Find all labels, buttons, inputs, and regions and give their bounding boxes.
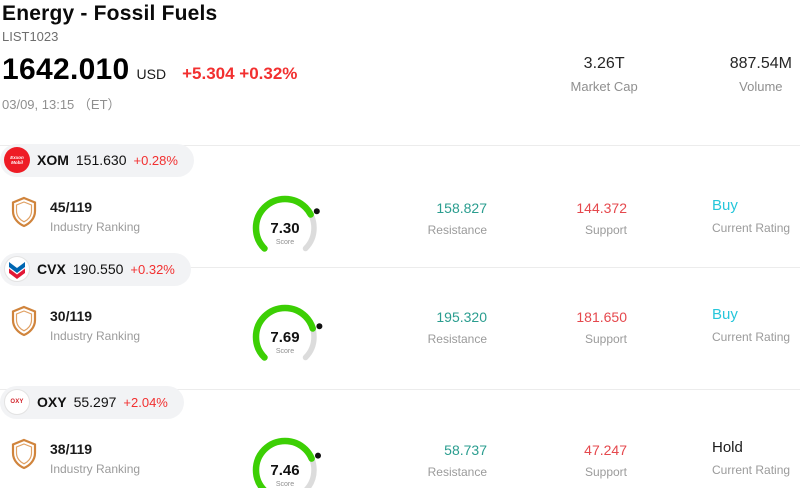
score-label: Score — [275, 348, 295, 355]
rating-block: Buy Current Rating — [712, 301, 790, 344]
support-value: 47.247 — [584, 441, 627, 458]
ranking-value: 38/119 — [50, 440, 93, 457]
market-cap-label: Market Cap — [570, 79, 638, 94]
header: Energy - Fossil Fuels LIST1023 1642.010 … — [0, 0, 800, 145]
ranking-value: 30/119 — [50, 308, 93, 324]
stock-detail-row: 38/119 Industry Ranking 7.46 Score 58.73… — [0, 434, 800, 488]
quote-datetime: 03/09, 13:15 （ET） — [2, 97, 121, 112]
rating-value: Hold — [712, 438, 743, 456]
shield-badge-icon — [11, 438, 37, 469]
ranking-value: 45/119 — [50, 198, 93, 215]
score-gauge: 7.46 Score — [230, 434, 340, 488]
resistance-block: 195.320 Resistance — [340, 301, 487, 346]
ticker-price: 55.297 — [73, 394, 117, 410]
ticker-change: +0.32% — [130, 261, 175, 277]
exxon-mobil-logo-icon: Exxon Mobil — [4, 147, 30, 174]
market-cap-value: 3.26T — [583, 55, 625, 72]
resistance-block: 158.827 Resistance — [340, 192, 487, 237]
shield-badge-icon — [11, 305, 37, 337]
ticker-symbol: OXY — [37, 394, 67, 410]
resistance-block: 58.737 Resistance — [340, 434, 487, 479]
resistance-label: Resistance — [427, 464, 487, 479]
ticker-change: +0.28% — [133, 152, 178, 168]
score-label: Score — [275, 238, 295, 246]
rating-block: Buy Current Rating — [712, 192, 790, 235]
industry-ranking-block: 30/119 Industry Ranking — [10, 301, 230, 343]
index-price: 1642.010 — [2, 53, 130, 86]
ranking-label: Industry Ranking — [50, 329, 141, 343]
support-value: 144.372 — [576, 199, 627, 216]
ranking-label: Industry Ranking — [50, 219, 141, 234]
ticker-price: 190.550 — [72, 261, 124, 277]
ticker-symbol: XOM — [37, 152, 69, 169]
currency-label: USD — [136, 66, 167, 82]
stock-row-cvx: CVX 190.550 +0.32% 30/119 Industry Ranki… — [0, 252, 800, 389]
stock-detail-row: 30/119 Industry Ranking 7.69 Score 195.3… — [0, 301, 800, 365]
stock-chip-xom[interactable]: Exxon Mobil XOM 151.630 +0.28% — [0, 143, 194, 177]
oxy-logo-text: OXY — [10, 399, 24, 405]
rating-value: Buy — [712, 306, 738, 323]
occidental-logo-icon: OXY — [4, 389, 30, 415]
market-cap-stat: 3.26T Market Cap — [571, 55, 638, 113]
support-value: 181.650 — [576, 309, 627, 325]
stock-row-xom: Exxon Mobil XOM 151.630 +0.28% 45/119 In… — [0, 143, 800, 267]
volume-label: Volume — [739, 79, 783, 94]
industry-ranking-block: 38/119 Industry Ranking — [10, 434, 230, 476]
support-label: Support — [584, 464, 627, 479]
volume-value: 887.54M — [729, 55, 792, 72]
score-value: 7.46 — [270, 461, 300, 479]
rating-label: Current Rating — [712, 220, 791, 235]
stock-row-oxy: OXY OXY 55.297 +2.04% 38/119 Industry Ra… — [0, 385, 800, 488]
ranking-label: Industry Ranking — [50, 461, 141, 476]
rating-label: Current Rating — [712, 330, 791, 344]
support-label: Support — [584, 332, 627, 346]
resistance-value: 58.737 — [444, 441, 487, 458]
stock-chip-cvx[interactable]: CVX 190.550 +0.32% — [0, 252, 191, 286]
page-title: Energy - Fossil Fuels — [2, 2, 218, 25]
score-label: Score — [275, 480, 295, 488]
stock-detail-row: 45/119 Industry Ranking 7.30 Score 158.8… — [0, 192, 800, 256]
rating-label: Current Rating — [712, 462, 791, 477]
index-change: +5.304 +0.32% — [182, 64, 298, 83]
resistance-value: 158.827 — [436, 199, 487, 216]
index-price-block: 1642.010 USD +5.304 +0.32% 03/09, 13:15 … — [2, 53, 571, 113]
ticker-change: +2.04% — [123, 394, 168, 410]
rating-value: Buy — [712, 196, 738, 214]
gauge-marker-dot — [315, 452, 321, 459]
shield-badge-icon — [11, 196, 37, 228]
chevron-logo-icon — [4, 256, 30, 282]
exxon-logo-text: Exxon Mobil — [10, 155, 24, 166]
support-block: 144.372 Support — [487, 192, 627, 237]
resistance-value: 195.320 — [436, 309, 487, 325]
support-label: Support — [584, 222, 627, 237]
list-id: LIST1023 — [2, 29, 59, 44]
resistance-label: Resistance — [427, 332, 487, 346]
header-stats: 3.26T Market Cap 887.54M Volume — [571, 53, 800, 113]
resistance-label: Resistance — [427, 222, 487, 237]
rating-block: Hold Current Rating — [712, 434, 790, 477]
volume-stat: 887.54M Volume — [730, 55, 792, 113]
ticker-price: 151.630 — [75, 152, 127, 169]
score-value: 7.69 — [270, 329, 300, 346]
gauge-marker-dot — [316, 323, 323, 330]
ticker-symbol: CVX — [37, 261, 66, 277]
score-gauge: 7.69 Score — [230, 301, 340, 365]
support-block: 181.650 Support — [487, 301, 627, 346]
stock-chip-oxy[interactable]: OXY OXY 55.297 +2.04% — [0, 385, 184, 419]
support-block: 47.247 Support — [487, 434, 627, 479]
score-value: 7.30 — [270, 219, 300, 237]
industry-ranking-block: 45/119 Industry Ranking — [10, 192, 230, 234]
score-gauge: 7.30 Score — [230, 192, 340, 256]
gauge-marker-dot — [313, 208, 320, 215]
